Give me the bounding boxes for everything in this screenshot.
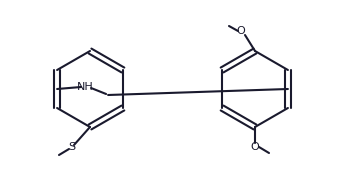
Text: O: O bbox=[250, 142, 259, 152]
Text: O: O bbox=[237, 26, 245, 36]
Text: S: S bbox=[68, 142, 76, 152]
Text: NH: NH bbox=[77, 82, 93, 92]
